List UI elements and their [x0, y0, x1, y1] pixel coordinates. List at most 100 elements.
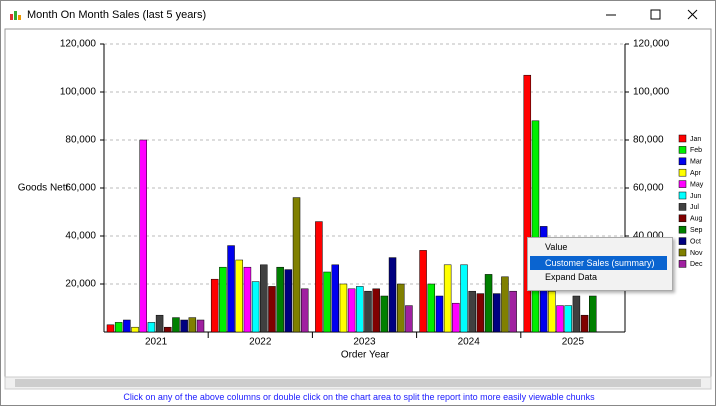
legend-swatch — [678, 260, 687, 268]
x-tick-label: 2025 — [562, 337, 585, 348]
bar — [435, 295, 444, 333]
legend-swatch — [678, 134, 687, 143]
maximize-button[interactable] — [650, 9, 661, 20]
bar — [106, 324, 115, 333]
y-tick-label: 20,000 — [65, 279, 96, 290]
bar — [219, 266, 227, 333]
bar — [155, 314, 164, 333]
status-text: Click on any of the above columns or dou… — [123, 392, 595, 402]
bar — [460, 264, 468, 333]
bar — [164, 326, 172, 333]
legend-swatch — [678, 237, 687, 245]
window-controls[interactable] — [595, 1, 715, 29]
bar — [364, 290, 372, 333]
y2-tick-label: 80,000 — [633, 135, 664, 146]
x-axis-title: Order Year — [341, 350, 390, 361]
legend-swatch — [678, 146, 687, 154]
x-tick-label: 2022 — [249, 337, 272, 348]
bar — [580, 314, 589, 333]
menu-item[interactable]: Expand Data — [545, 272, 598, 282]
bar — [476, 293, 485, 333]
bar — [380, 295, 389, 333]
bar — [139, 139, 147, 333]
bar — [172, 317, 180, 333]
bar — [260, 264, 268, 333]
legend-label: Aug — [690, 216, 703, 223]
y-tick-label: 40,000 — [65, 231, 96, 242]
bar — [388, 257, 397, 333]
legend-swatch — [678, 168, 687, 177]
bar — [331, 264, 339, 333]
bar — [210, 278, 219, 333]
legend-swatch — [678, 248, 687, 257]
bar — [556, 305, 564, 333]
bar — [589, 295, 597, 333]
bar — [405, 305, 413, 333]
bar — [131, 326, 139, 333]
bar — [123, 319, 131, 333]
y-axis-title: Goods Nett — [18, 183, 69, 194]
bar — [396, 283, 405, 333]
legend-label: Jan — [690, 136, 701, 143]
bar — [443, 264, 452, 333]
close-button[interactable] — [687, 9, 698, 20]
bar — [572, 295, 581, 333]
bar — [180, 319, 188, 333]
scrollbar-thumb[interactable] — [15, 379, 701, 387]
menu-item[interactable]: Value — [545, 242, 568, 252]
legend-swatch — [678, 191, 687, 200]
legend-swatch — [678, 225, 687, 234]
bar — [243, 266, 252, 333]
bar — [188, 317, 197, 333]
y2-tick-label: 40,000 — [633, 231, 664, 242]
bar — [315, 221, 323, 333]
legend-label: May — [690, 181, 704, 188]
bar — [284, 269, 293, 333]
bar — [452, 302, 460, 333]
bar — [501, 276, 509, 333]
bar — [292, 197, 301, 333]
bar — [323, 271, 331, 333]
bar — [268, 286, 276, 333]
bar — [468, 290, 476, 333]
legend-label: Jul — [690, 204, 699, 211]
menu-item[interactable]: Customer Sales (summary) — [530, 256, 667, 270]
legend-swatch — [678, 157, 687, 166]
bar — [523, 74, 532, 333]
y-tick-label: 80,000 — [65, 135, 96, 146]
legend-label: Sep — [690, 227, 703, 234]
bar — [484, 274, 493, 333]
bar — [564, 305, 572, 333]
y2-tick-label: 100,000 — [633, 87, 670, 98]
legend-label: Mar — [690, 159, 703, 166]
app-icon — [10, 11, 21, 20]
legend-label: Apr — [690, 170, 702, 177]
bar — [548, 290, 556, 333]
bar — [227, 245, 235, 333]
bar — [347, 288, 356, 333]
title-bar: Month On Month Sales (last 5 years) — [1, 1, 715, 29]
bar — [419, 250, 427, 333]
window-title: Month On Month Sales (last 5 years) — [27, 9, 207, 21]
bar — [300, 288, 309, 333]
x-tick-label: 2023 — [353, 337, 376, 348]
legend-swatch — [678, 203, 687, 211]
legend-swatch — [678, 214, 687, 223]
bar — [147, 322, 156, 333]
legend-label: Nov — [690, 250, 703, 257]
bar — [356, 286, 364, 333]
context-menu[interactable]: Value Customer Sales (summary) Expand Data — [527, 237, 673, 291]
legend-label: Dec — [690, 261, 703, 268]
y-tick-label: 120,000 — [60, 39, 97, 50]
legend-label: Oct — [690, 238, 701, 245]
legend-label: Jun — [690, 193, 701, 200]
y-tick-label: 60,000 — [65, 183, 96, 194]
bar — [235, 259, 243, 333]
x-tick-label: 2021 — [145, 337, 168, 348]
legend-swatch — [678, 180, 687, 188]
chart[interactable]: Goods Nett Order Year 20,00020,00040,000… — [1, 1, 715, 391]
bar — [251, 281, 260, 333]
y-tick-label: 100,000 — [60, 87, 97, 98]
legend-label: Feb — [690, 147, 702, 154]
